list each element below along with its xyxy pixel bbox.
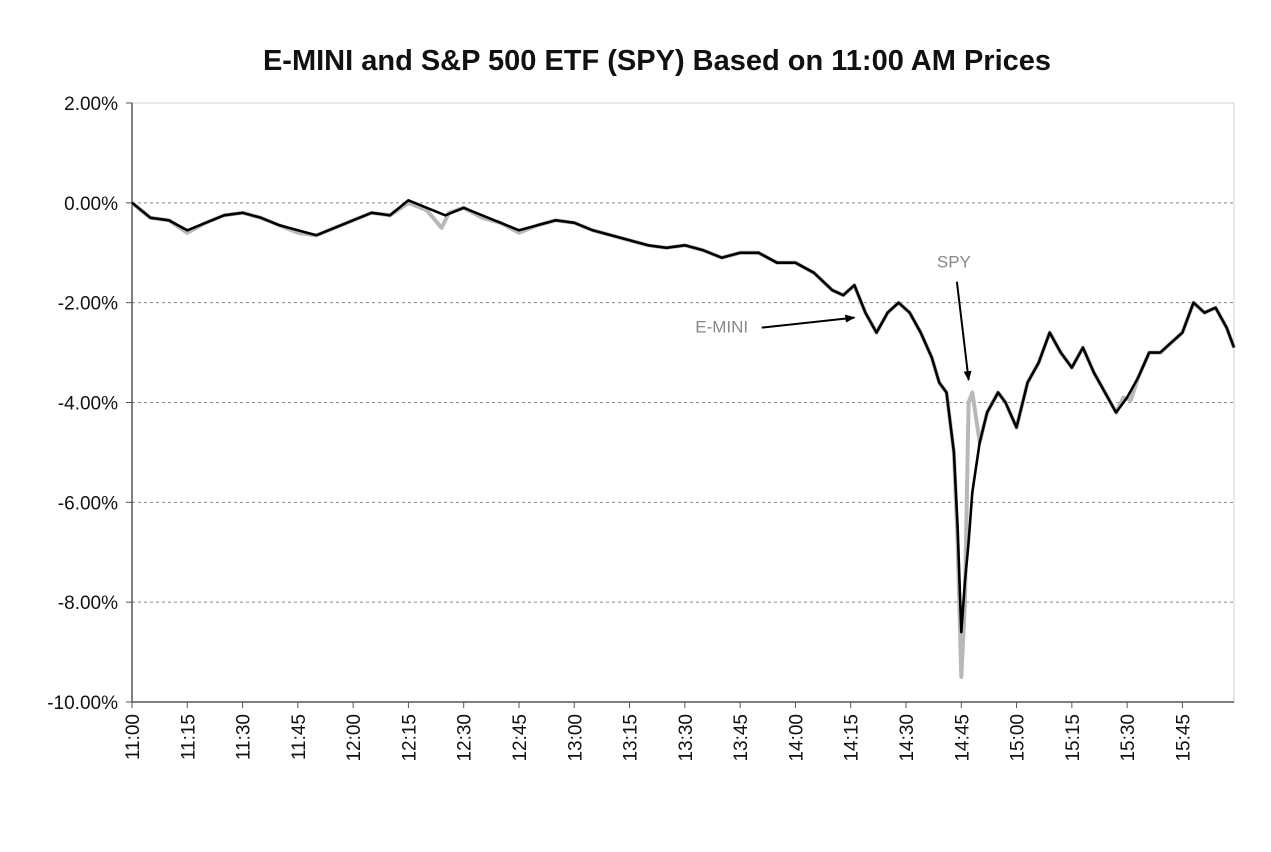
chart-title: E-MINI and S&P 500 ETF (SPY) Based on 11… (263, 45, 1051, 77)
annotation-arrow (761, 314, 856, 329)
x-tick-label: 12:15 (399, 714, 420, 762)
x-tick-label: 13:45 (731, 714, 752, 762)
x-tick-label: 15:30 (1118, 714, 1139, 762)
x-tick-label: 12:45 (510, 714, 531, 762)
annotation-arrow (955, 281, 972, 382)
series-line-emini (131, 199, 1236, 634)
annotation-label: SPY (937, 253, 971, 272)
x-tick-label: 11:00 (123, 714, 144, 760)
x-tick-label: 15:15 (1063, 714, 1084, 762)
x-tick-label: 11:45 (289, 714, 310, 760)
x-tick-label: 15:00 (1008, 714, 1029, 762)
annotation-label: E-MINI (695, 318, 748, 337)
x-tick-label: 15:45 (1173, 714, 1194, 762)
x-tick-label: 11:30 (234, 714, 255, 760)
x-tick-label: 14:45 (952, 714, 973, 762)
x-tick-label: 14:00 (786, 714, 807, 762)
y-axis-ticks: 2.00% 0.00% -2.00% -4.00% -6.00% -8.00% -10.00… (47, 94, 132, 714)
x-tick-label: 12:00 (344, 714, 365, 762)
y-tick-label: 2.00% (64, 94, 118, 115)
series-line-spy (130, 200, 1236, 679)
x-tick-label: 11:15 (178, 714, 199, 760)
y-tick-label: -2.00% (58, 294, 118, 315)
y-tick-label: -8.00% (58, 593, 118, 614)
x-tick-label: 12:30 (455, 714, 476, 762)
grid-lines (132, 202, 1234, 603)
x-axis-ticks: 11:00 11:15 11:30 11:45 12:00 12:15 12:30 12:45… (123, 702, 1194, 762)
x-tick-label: 14:15 (842, 714, 863, 762)
x-tick-label: 13:00 (565, 714, 586, 762)
y-tick-label: -10.00% (47, 693, 118, 714)
y-tick-label: 0.00% (64, 194, 118, 215)
y-tick-label: -4.00% (58, 394, 118, 415)
x-tick-label: 13:15 (621, 714, 642, 762)
series-lines (130, 199, 1236, 679)
annotations: E-MINI SPY (695, 253, 972, 382)
x-tick-label: 14:30 (897, 714, 918, 762)
x-tick-label: 13:30 (676, 714, 697, 762)
y-tick-label: -6.00% (58, 493, 118, 514)
